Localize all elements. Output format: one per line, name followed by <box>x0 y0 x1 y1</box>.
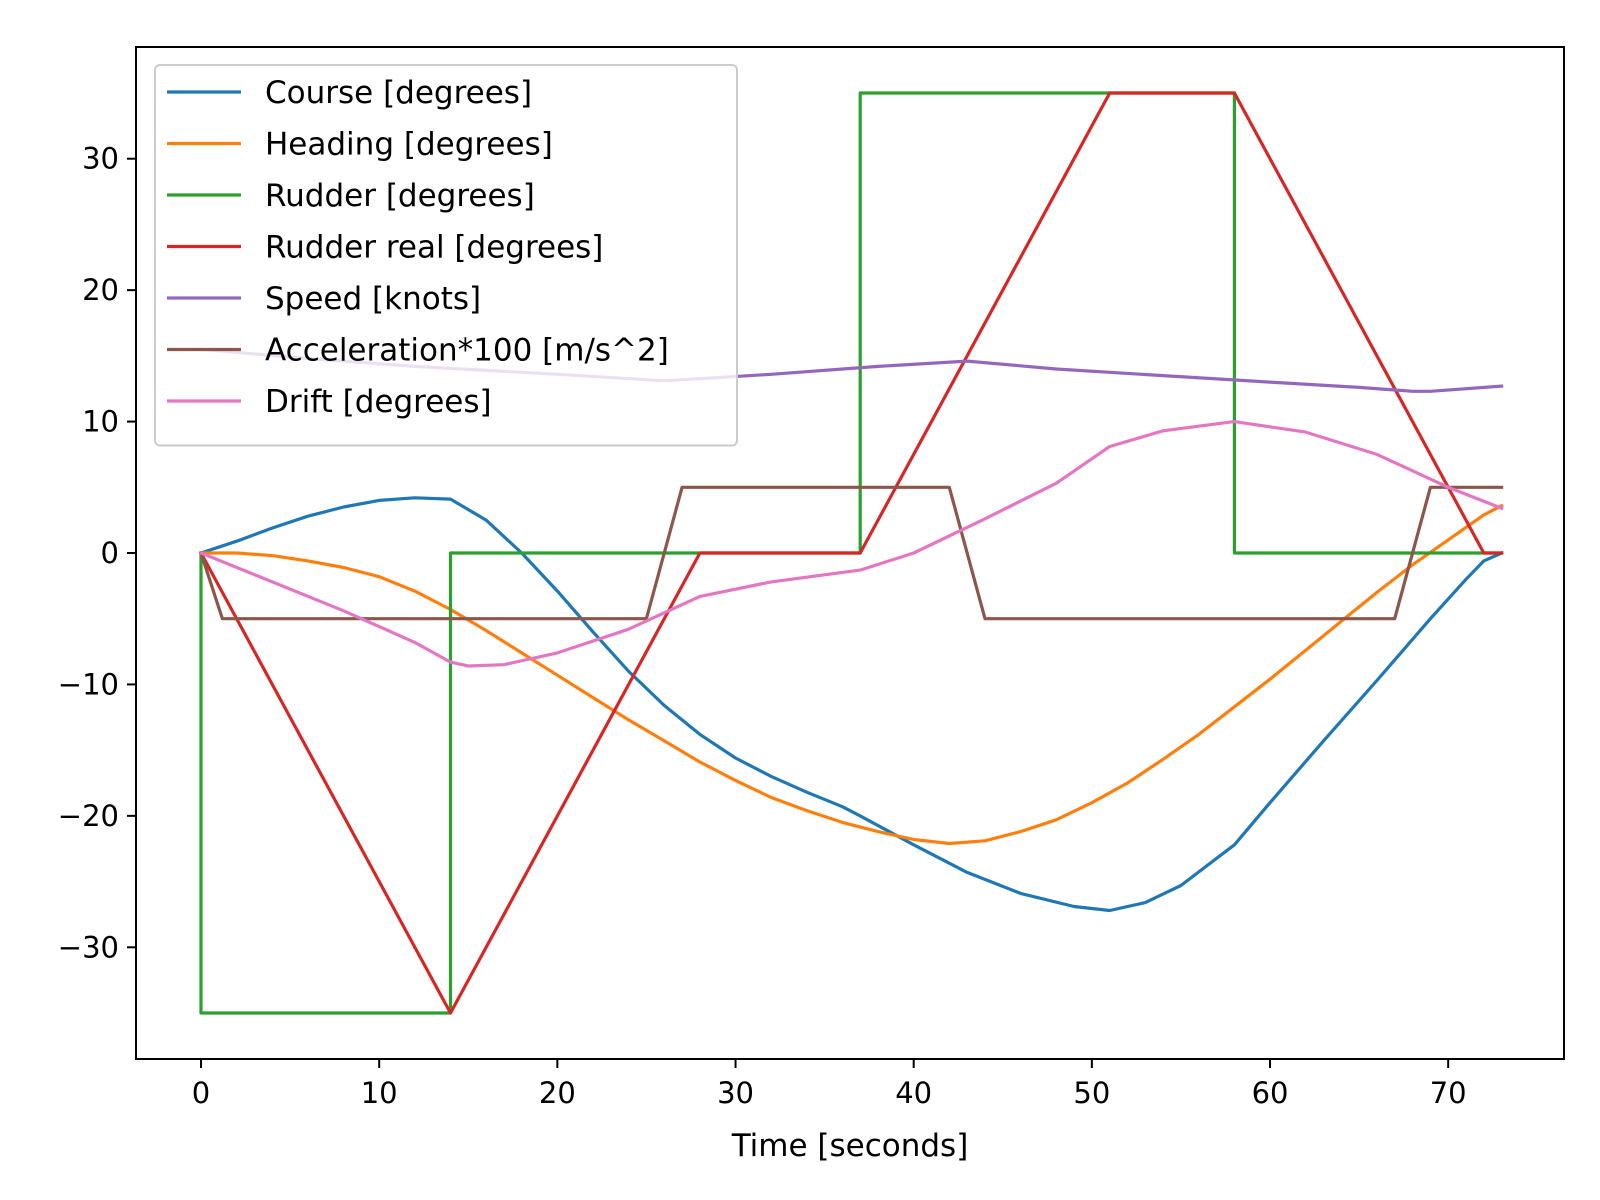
x-tick-label: 10 <box>361 1076 398 1110</box>
legend-label: Heading [degrees] <box>265 127 553 163</box>
series-line-1 <box>198 496 1504 913</box>
legend-label: Drift [degrees] <box>265 384 492 420</box>
x-tick-label: 30 <box>717 1076 754 1110</box>
x-axis-label: Time [seconds] <box>731 1128 969 1164</box>
series-line-2 <box>199 503 1504 846</box>
y-tick-label: −10 <box>58 667 119 701</box>
legend: Course [degrees] Heading [degrees] Rudder … <box>154 64 738 447</box>
y-tick-label: −30 <box>58 930 119 964</box>
ticks-layer: 0 10 20 30 40 50 60 70 −30 −20 −10 0 10 20 30 <box>58 142 1467 1110</box>
y-tick-label: −20 <box>58 799 119 833</box>
legend-label: Course [degrees] <box>265 75 532 111</box>
series-line-4 <box>198 91 1504 1015</box>
series-layer <box>198 91 1504 1015</box>
plot-frame <box>135 46 1565 1060</box>
x-tick-label: 50 <box>1073 1076 1110 1110</box>
legend-label: Rudder [degrees] <box>265 178 535 214</box>
legend-box <box>154 64 738 447</box>
x-tick-label: 60 <box>1252 1076 1289 1110</box>
y-tick-label: 30 <box>82 142 119 176</box>
y-tick-label: 0 <box>101 536 119 570</box>
x-tick-label: 20 <box>539 1076 576 1110</box>
legend-label: Acceleration*100 [m/s^2] <box>265 333 669 369</box>
legend-label: Rudder real [degrees] <box>265 230 603 266</box>
y-tick-label: 10 <box>82 405 119 439</box>
y-tick-label: 20 <box>82 273 119 307</box>
series-line-7 <box>198 420 1504 668</box>
x-tick-label: 70 <box>1430 1076 1467 1110</box>
x-tick-label: 40 <box>895 1076 932 1110</box>
x-tick-label: 0 <box>192 1076 210 1110</box>
legend-label: Speed [knots] <box>265 281 481 317</box>
